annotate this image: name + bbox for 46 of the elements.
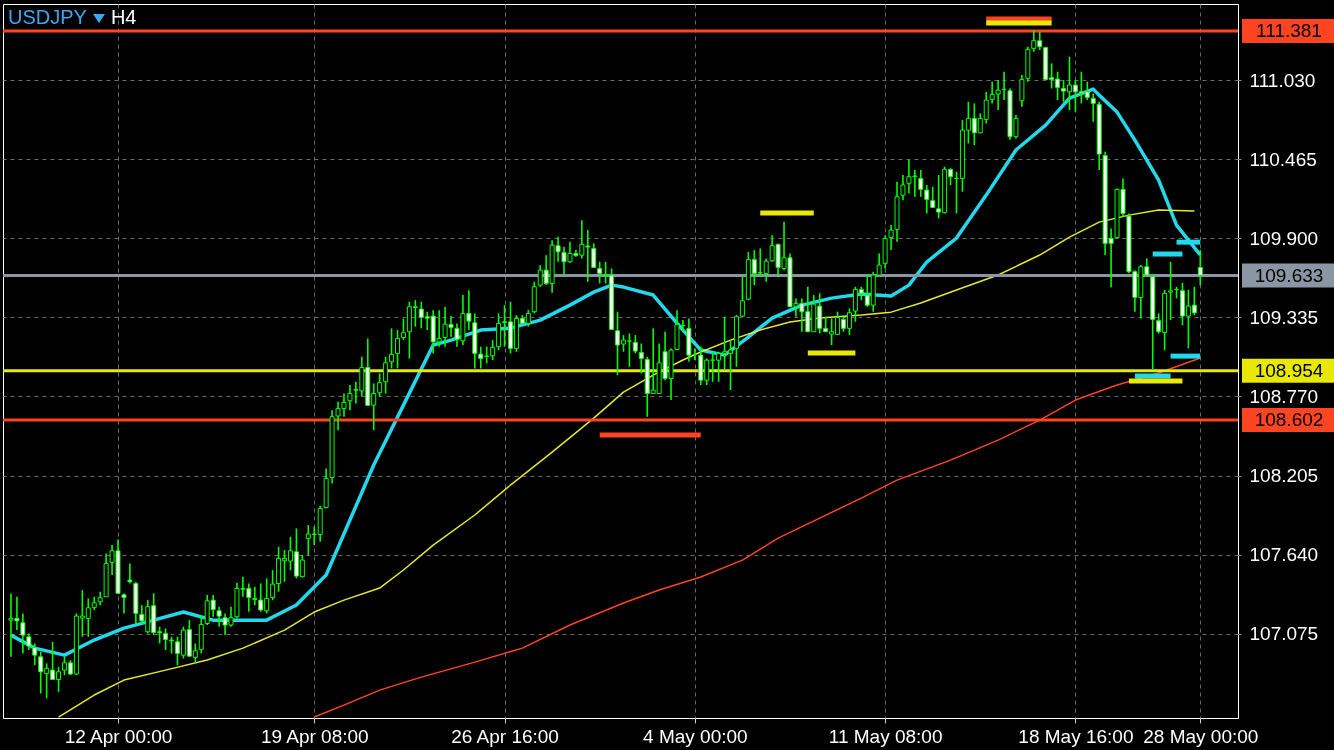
candlestick <box>20 612 26 655</box>
candlestick <box>127 562 133 585</box>
candlestick <box>1168 260 1174 321</box>
y-tick-label: 108.770 <box>1249 385 1319 407</box>
candlestick <box>395 329 400 370</box>
candlestick <box>400 317 406 341</box>
ref-line-label: 108.602 <box>1254 408 1324 430</box>
x-tick-label: 12 Apr 00:00 <box>64 725 173 747</box>
ref-line-label: 108.954 <box>1254 359 1324 381</box>
candlestick <box>32 642 38 666</box>
candlestick <box>597 260 603 285</box>
y-tick-label: 108.205 <box>1249 465 1319 487</box>
chart-subtitle: H4 <box>110 6 137 29</box>
candlestick <box>389 327 395 370</box>
candlestick <box>763 257 769 283</box>
x-tick-label: 26 Apr 16:00 <box>451 725 559 747</box>
y-tick-label: 109.335 <box>1249 306 1319 328</box>
x-tick-label: 18 May 16:00 <box>1018 725 1134 747</box>
y-tick-label: 107.640 <box>1249 544 1319 566</box>
line-series <box>57 209 1196 718</box>
candlestick <box>347 384 353 411</box>
candlestick <box>900 174 906 201</box>
chart-title: USDJPY <box>8 6 87 29</box>
candlestick <box>383 356 389 395</box>
x-tick-label: 4 May 00:00 <box>643 725 748 747</box>
x-tick-label: 19 Apr 08:00 <box>260 725 369 747</box>
candlestick <box>270 569 276 601</box>
candlestick <box>1090 92 1096 123</box>
x-tick-label: 28 May 00:00 <box>1143 725 1259 747</box>
candlestick <box>121 592 127 615</box>
y-tick-label: 109.900 <box>1249 227 1319 249</box>
y-tick-label: 111.030 <box>1249 69 1316 91</box>
candlestick <box>632 334 638 355</box>
candlestick <box>1197 249 1203 286</box>
candlestick <box>1019 74 1025 108</box>
ref-line-label: 111.381 <box>1256 19 1322 41</box>
y-tick-label: 107.075 <box>1249 623 1319 645</box>
candlestick <box>591 242 597 269</box>
candlestick <box>930 185 936 209</box>
candlestick <box>216 605 222 628</box>
x-tick-label: 11 May 08:00 <box>828 725 943 747</box>
candlestick <box>377 372 383 398</box>
y-tick-label: 110.465 <box>1249 148 1317 170</box>
candlestick <box>638 342 644 375</box>
candlestick <box>496 312 502 351</box>
ref-line-label: 109.633 <box>1254 264 1324 286</box>
